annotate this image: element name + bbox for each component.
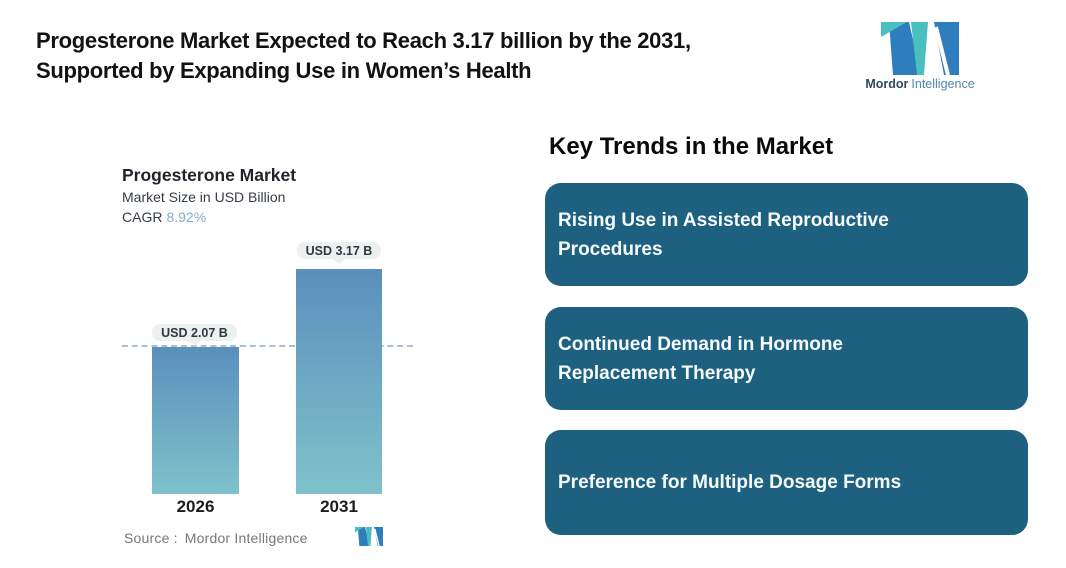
trend-card-hormone-replacement: Continued Demand in Hormone Replacement … xyxy=(545,307,1028,410)
cagr-label: CAGR xyxy=(122,209,163,225)
bar-2026 xyxy=(152,347,239,494)
bar-2031 xyxy=(296,269,382,494)
chart-subtitle: Market Size in USD Billion xyxy=(122,189,286,205)
source-attribution: Source : Mordor Intelligence xyxy=(124,530,308,546)
brand-logo: Mordor Intelligence xyxy=(858,22,982,91)
chart-cagr: CAGR 8.92% xyxy=(122,209,206,225)
mordor-intelligence-logo-icon xyxy=(881,22,959,75)
trend-card-text: Continued Demand in Hormone Replacement … xyxy=(558,333,843,384)
axis-label-2026: 2026 xyxy=(176,497,215,516)
reference-dashed-line xyxy=(122,345,413,347)
page-title-line1: Progesterone Market Expected to Reach 3.… xyxy=(36,28,691,53)
value-label-2031: USD 3.17 B xyxy=(297,242,381,264)
trends-heading: Key Trends in the Market xyxy=(549,133,834,160)
trend-card-assisted-reproductive: Rising Use in Assisted Reproductive Proc… xyxy=(545,183,1028,286)
brand-name-light: Intelligence xyxy=(911,77,975,91)
source-value: Mordor Intelligence xyxy=(184,530,308,546)
brand-name: Mordor Intelligence xyxy=(858,77,982,91)
value-label-2026: USD 2.07 B xyxy=(152,324,237,346)
page-title-line2: Supported by Expanding Use in Women’s He… xyxy=(36,58,532,83)
cagr-value: 8.92% xyxy=(166,209,207,225)
brand-name-bold: Mordor xyxy=(865,77,909,91)
axis-label-2031: 2031 xyxy=(320,497,358,516)
page-title: Progesterone Market Expected to Reach 3.… xyxy=(36,26,836,86)
source-label: Source : xyxy=(124,530,178,546)
trend-card-text: Rising Use in Assisted Reproductive Proc… xyxy=(558,209,889,260)
trend-card-text: Preference for Multiple Dosage Forms xyxy=(558,472,902,493)
chart-title: Progesterone Market xyxy=(122,165,297,185)
trend-card-dosage-forms: Preference for Multiple Dosage Forms xyxy=(545,430,1028,535)
mordor-intelligence-mini-logo-icon xyxy=(355,527,383,546)
